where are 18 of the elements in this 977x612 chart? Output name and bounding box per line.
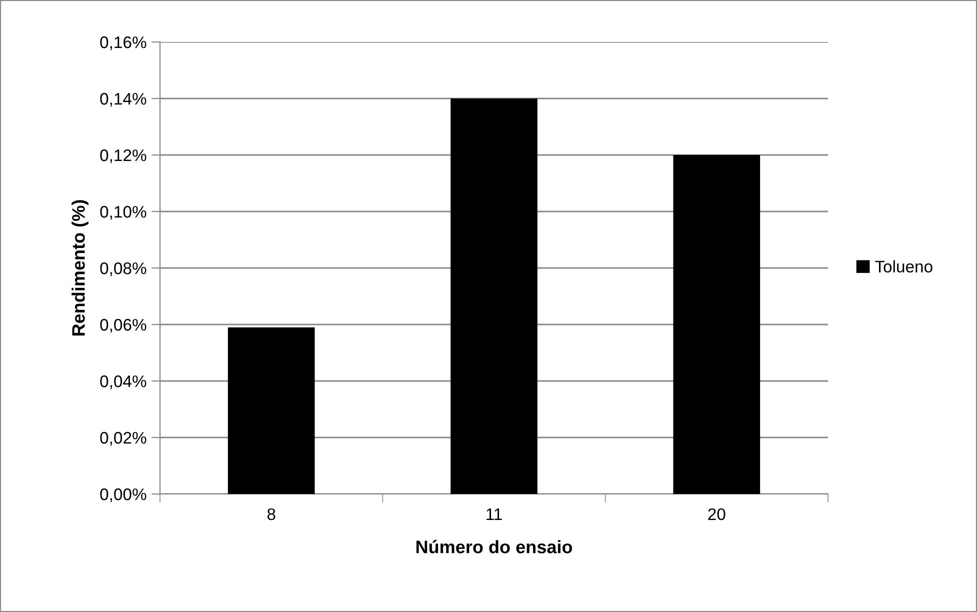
y-tick-label: 0,10% xyxy=(100,206,146,220)
y-tick-label: 0,08% xyxy=(100,262,146,276)
y-tick-label: 0,12% xyxy=(100,149,146,164)
bar xyxy=(228,327,315,494)
y-tick-label: 0,00% xyxy=(100,488,146,502)
y-axis-title: Rendimento (%) xyxy=(72,200,88,336)
y-tick-label: 0,02% xyxy=(100,432,146,446)
y-tick-label: 0,06% xyxy=(100,318,146,333)
x-tick-label: 20 xyxy=(708,508,726,520)
x-tick-label: 11 xyxy=(486,508,502,520)
bar xyxy=(673,155,760,494)
x-tick-label: 8 xyxy=(267,508,276,520)
y-tick-label: 0,16% xyxy=(100,36,146,50)
bar xyxy=(450,98,538,494)
legend-label: Tolueno xyxy=(875,260,932,273)
y-tick-label: 0,04% xyxy=(100,375,146,390)
y-tick-label: 0,14% xyxy=(100,92,146,107)
x-axis-title: Número do ensaio xyxy=(416,540,572,554)
